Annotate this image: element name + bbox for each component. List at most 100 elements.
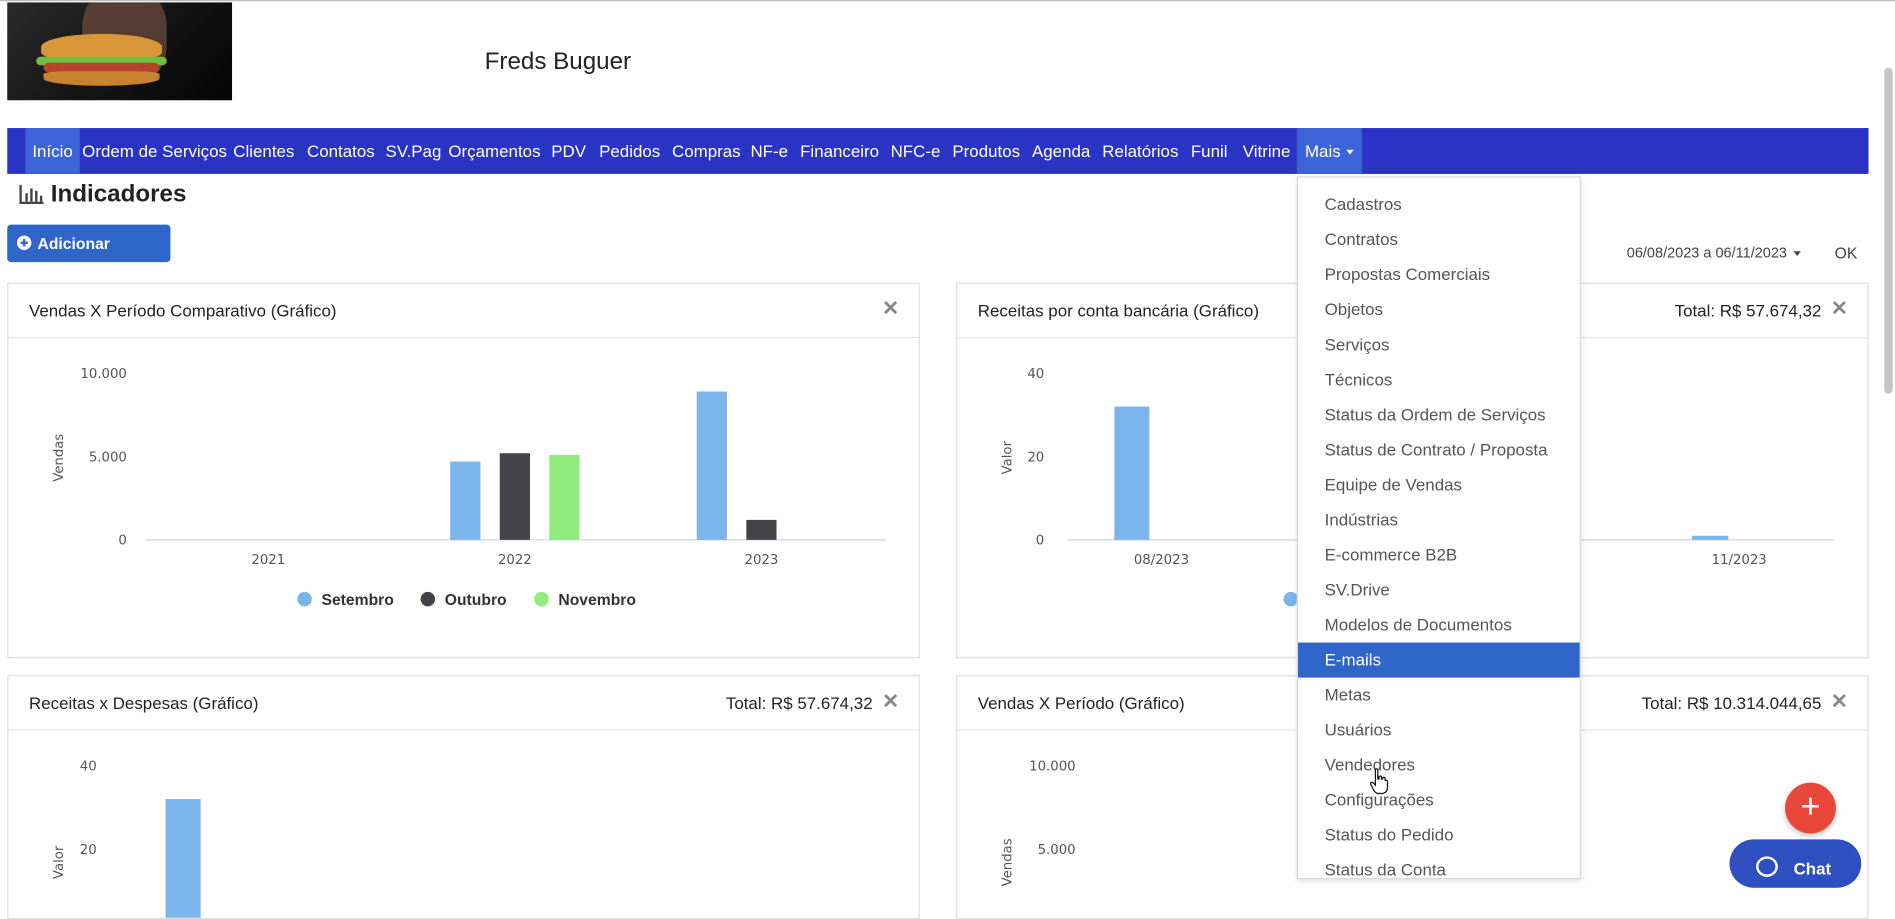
bar-chart-icon <box>19 184 44 205</box>
nav-vitrine[interactable]: Vitrine <box>1242 141 1291 161</box>
nav-mais[interactable]: Mais <box>1296 128 1363 174</box>
chart-bar[interactable] <box>165 799 201 918</box>
close-icon[interactable]: ✕ <box>881 297 900 321</box>
chart-bar[interactable] <box>1692 535 1729 540</box>
y-tick: 10.000 <box>1029 760 1075 775</box>
ok-button[interactable]: OK <box>1834 243 1858 263</box>
chat-label: Chat <box>1793 858 1832 879</box>
menu-item-vendedores[interactable]: Vendedores <box>1324 754 1415 775</box>
y-tick: 20 <box>80 843 97 858</box>
menu-item-modelos-documentos[interactable]: Modelos de Documentos <box>1324 614 1512 635</box>
menu-item-usuarios[interactable]: Usuários <box>1324 719 1392 740</box>
close-icon[interactable]: ✕ <box>881 689 900 713</box>
nav-funil[interactable]: Funil <box>1190 141 1228 161</box>
nav-nfce[interactable]: NFC-e <box>890 141 941 161</box>
menu-item-svdrive[interactable]: SV.Drive <box>1324 579 1390 600</box>
menu-item-status-contrato-proposta[interactable]: Status de Contrato / Proposta <box>1324 439 1548 459</box>
panel-header: Vendas X Período Comparativo (Gráfico) ✕ <box>8 284 919 339</box>
menu-item-tecnicos[interactable]: Técnicos <box>1324 369 1393 389</box>
chart-receitas-conta: 40 20 0 Valor 08/2023 11/2023 <box>1001 367 1835 607</box>
panel-total: Total: R$ 10.314.044,65 <box>1641 693 1822 713</box>
menu-item-objetos[interactable]: Objetos <box>1324 299 1383 319</box>
legend-swatch-setembro <box>297 591 312 607</box>
nav-agenda[interactable]: Agenda <box>1031 141 1091 161</box>
nav-relatorios[interactable]: Relatórios <box>1102 141 1179 161</box>
brand-name: Freds Buguer <box>484 48 632 75</box>
y-axis-label: Valor <box>52 845 67 879</box>
page-title-text: Indicadores <box>50 181 187 208</box>
burger-logo[interactable] <box>7 2 233 101</box>
nav-pdv[interactable]: PDV <box>551 141 587 161</box>
menu-item-status-conta[interactable]: Status da Conta <box>1324 859 1446 880</box>
menu-item-status-ordem-servicos[interactable]: Status da Ordem de Serviços <box>1324 404 1546 424</box>
x-tick: 2023 <box>745 553 779 568</box>
legend-label[interactable]: Outubro <box>445 592 507 609</box>
legend-swatch-outubro <box>420 591 436 607</box>
chart-vendas-comparativo: 10.000 5.000 0 Vendas 2021 2022 2023 Set… <box>52 367 886 609</box>
menu-item-ecommerce-b2b[interactable]: E-commerce B2B <box>1324 544 1458 565</box>
close-icon[interactable]: ✕ <box>1830 689 1848 713</box>
menu-item-servicos[interactable]: Serviços <box>1324 334 1390 354</box>
chart-bar[interactable] <box>450 461 481 540</box>
panel-vendas-periodo-comparativo: Vendas X Período Comparativo (Gráfico) ✕… <box>7 282 920 659</box>
add-floating-button[interactable]: + <box>1785 782 1836 834</box>
nav-mais-label: Mais <box>1304 141 1341 161</box>
page-scrollbar[interactable] <box>1884 67 1893 394</box>
y-tick: 40 <box>1027 367 1044 382</box>
date-range-selector[interactable]: 06/08/2023 a 06/11/2023 <box>1627 244 1801 261</box>
plus-circle-icon <box>16 235 32 251</box>
close-icon[interactable]: ✕ <box>1830 297 1848 321</box>
menu-item-equipe-de-vendas[interactable]: Equipe de Vendas <box>1324 474 1462 494</box>
nav-ordem-de-servicos[interactable]: Ordem de Serviços <box>82 141 228 161</box>
panel-total: Total: R$ 57.674,32 <box>1674 300 1822 321</box>
chart-bar[interactable] <box>1114 406 1150 540</box>
panel-title: Vendas X Período Comparativo (Gráfico) <box>29 300 337 321</box>
y-tick: 20 <box>1027 450 1044 465</box>
menu-item-emails[interactable]: E-mails <box>1298 642 1580 678</box>
menu-item-cadastros[interactable]: Cadastros <box>1324 194 1402 214</box>
menu-item-status-pedido[interactable]: Status do Pedido <box>1324 824 1454 845</box>
nav-produtos[interactable]: Produtos <box>952 141 1021 161</box>
nav-compras[interactable]: Compras <box>671 141 741 161</box>
nav-contatos[interactable]: Contatos <box>306 141 375 161</box>
panel-receitas-despesas: Receitas x Despesas (Gráfico) Total: R$ … <box>7 675 920 919</box>
nav-clientes[interactable]: Clientes <box>233 141 295 161</box>
legend-swatch <box>1283 591 1299 607</box>
y-tick: 5.000 <box>1038 843 1076 858</box>
legend-label[interactable]: Setembro <box>321 592 393 609</box>
panel-title: Receitas x Despesas (Gráfico) <box>29 693 259 713</box>
nav-svpag[interactable]: SV.Pag <box>385 141 442 161</box>
y-axis-label: Vendas <box>52 434 67 482</box>
menu-item-industrias[interactable]: Indústrias <box>1324 509 1398 530</box>
add-summary-button[interactable]: Adicionar Resumo <box>7 224 171 290</box>
nav-orcamentos[interactable]: Orçamentos <box>448 141 541 161</box>
menu-item-contratos[interactable]: Contratos <box>1324 229 1398 249</box>
nav-nfe[interactable]: NF-e <box>750 141 789 161</box>
x-tick: 11/2023 <box>1712 553 1767 568</box>
page-title: Indicadores <box>19 181 186 209</box>
hand-cursor-icon <box>1369 768 1389 795</box>
panel-total: Total: R$ 57.674,32 <box>725 693 873 713</box>
y-tick: 10.000 <box>80 367 126 382</box>
nav-financeiro[interactable]: Financeiro <box>800 141 880 161</box>
panel-title: Receitas por conta bancária (Gráfico) <box>977 300 1259 321</box>
y-tick: 5.000 <box>89 450 127 465</box>
chart-bar[interactable] <box>746 519 777 540</box>
chart-bar[interactable] <box>549 454 580 540</box>
chart-bar[interactable] <box>696 391 727 540</box>
nav-inicio[interactable]: Início <box>25 128 80 174</box>
legend-label[interactable]: Novembro <box>558 592 636 609</box>
menu-item-configuracoes[interactable]: Configurações <box>1324 789 1434 810</box>
y-tick: 40 <box>80 760 97 775</box>
date-range-text: 06/08/2023 a 06/11/2023 <box>1626 243 1788 261</box>
nav-pedidos[interactable]: Pedidos <box>599 141 661 161</box>
y-tick: 0 <box>118 534 126 549</box>
menu-item-metas[interactable]: Metas <box>1324 684 1371 705</box>
menu-item-propostas-comerciais[interactable]: Propostas Comerciais <box>1324 264 1491 284</box>
chat-button[interactable]: Chat <box>1729 839 1862 888</box>
mais-dropdown-menu: Cadastros Contratos Propostas Comerciais… <box>1296 176 1581 880</box>
panel-header: Receitas x Despesas (Gráfico) Total: R$ … <box>8 676 919 731</box>
caret-down-icon <box>1346 150 1354 155</box>
chart-bar[interactable] <box>499 453 530 540</box>
x-tick: 2021 <box>251 553 285 568</box>
